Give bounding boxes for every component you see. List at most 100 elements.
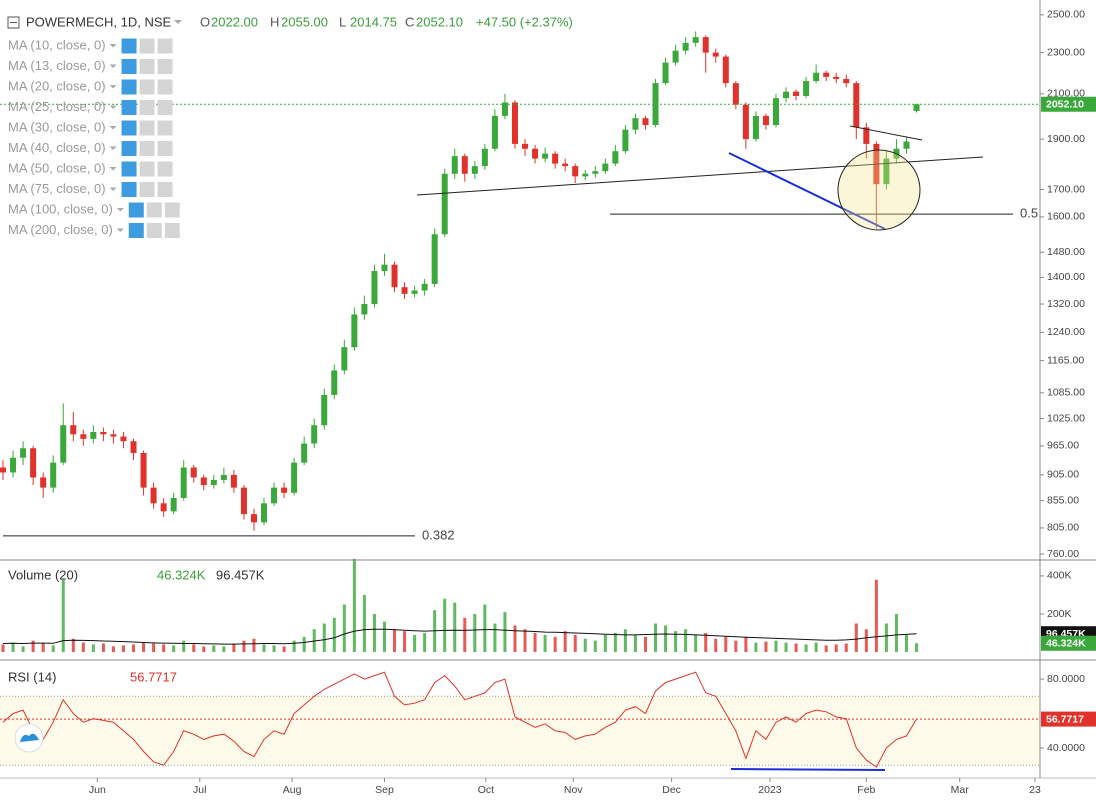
volume-bar xyxy=(302,636,306,653)
candle-body xyxy=(813,72,820,82)
settings-button[interactable] xyxy=(139,120,155,136)
x-tick-label: Aug xyxy=(283,784,302,796)
dropdown-caret xyxy=(109,126,117,130)
settings-button[interactable] xyxy=(146,223,162,238)
candle-body xyxy=(772,98,779,126)
ohlc-key: O xyxy=(200,14,210,29)
volume-bar xyxy=(41,643,45,653)
candle-body xyxy=(592,171,599,174)
collapse-icon[interactable] xyxy=(7,16,20,29)
dropdown-caret xyxy=(116,228,124,232)
ohlc-key: H xyxy=(270,14,279,29)
candle-body xyxy=(682,42,689,51)
remove-button[interactable] xyxy=(157,141,173,156)
remove-button[interactable] xyxy=(164,223,180,238)
volume-bar xyxy=(874,579,878,653)
volume-bar xyxy=(603,634,607,653)
volume-title: Volume (20) xyxy=(8,567,78,582)
level-label: 0.382 xyxy=(422,527,455,542)
volume-bar xyxy=(523,629,527,653)
remove-button[interactable] xyxy=(157,100,173,115)
dropdown-caret xyxy=(109,146,117,150)
settings-button[interactable] xyxy=(139,141,155,156)
candle-body xyxy=(271,487,278,504)
candle-body xyxy=(612,151,619,164)
volume-bar xyxy=(804,644,808,653)
candle-body xyxy=(50,462,57,488)
visibility-button[interactable] xyxy=(121,79,137,95)
settings-button[interactable] xyxy=(139,38,155,54)
settings-button[interactable] xyxy=(139,79,155,95)
y-tick-label: 1480.00 xyxy=(1047,246,1085,258)
level-label: 0.5 xyxy=(1020,206,1038,221)
volume-bar xyxy=(393,629,397,653)
settings-button[interactable] xyxy=(146,202,162,218)
candle-body xyxy=(833,76,840,79)
remove-button[interactable] xyxy=(157,182,173,197)
remove-button[interactable] xyxy=(157,59,173,74)
candle-body xyxy=(130,441,137,453)
visibility-button[interactable] xyxy=(121,161,137,177)
y-tick-label: 965.00 xyxy=(1047,440,1079,452)
remove-button[interactable] xyxy=(157,120,173,136)
value-box-label: 46.324K xyxy=(1046,638,1086,650)
settings-button[interactable] xyxy=(139,59,155,74)
settings-button[interactable] xyxy=(139,161,155,177)
visibility-button[interactable] xyxy=(128,223,144,238)
volume-bar xyxy=(282,646,286,653)
x-tick-label: 2023 xyxy=(758,784,782,796)
volume-bar xyxy=(121,645,125,653)
candle-body xyxy=(532,148,539,159)
candle-body xyxy=(722,56,729,84)
volume-value: 46.324K xyxy=(157,567,206,582)
remove-button[interactable] xyxy=(157,79,173,95)
settings-button[interactable] xyxy=(139,100,155,115)
y-tick-label: 760.00 xyxy=(1047,548,1079,560)
settings-button[interactable] xyxy=(139,182,155,197)
x-tick-label: Dec xyxy=(662,784,681,796)
visibility-button[interactable] xyxy=(121,120,137,136)
value-box xyxy=(1041,96,1096,112)
ohlc-value: 2014.75 xyxy=(350,14,397,29)
volume-bar xyxy=(463,617,467,653)
visibility-button[interactable] xyxy=(121,38,137,54)
candle-body xyxy=(250,514,257,523)
remove-button[interactable] xyxy=(164,202,180,218)
visibility-button[interactable] xyxy=(121,100,137,115)
volume-bar xyxy=(694,634,698,653)
candle-body xyxy=(291,462,298,493)
dropdown-caret[interactable] xyxy=(174,20,182,24)
volume-ma-line xyxy=(2,628,917,645)
y-tick-label: 855.00 xyxy=(1047,494,1079,506)
remove-button[interactable] xyxy=(157,38,173,54)
volume-bar xyxy=(824,645,828,653)
candle-body xyxy=(321,394,328,426)
candle-body xyxy=(220,474,227,480)
volume-bar xyxy=(814,642,818,653)
volume-bar xyxy=(262,644,266,653)
volume-bar xyxy=(81,642,85,653)
volume-bar xyxy=(362,594,366,653)
dropdown-caret xyxy=(116,208,124,212)
indicator-label: MA (10, close, 0) xyxy=(8,37,106,52)
candle-body xyxy=(783,91,790,99)
candle-body xyxy=(40,477,47,488)
volume-bar xyxy=(533,633,537,653)
volume-bar xyxy=(132,644,136,653)
visibility-button[interactable] xyxy=(121,59,137,74)
y-tick-label: 805.00 xyxy=(1047,522,1079,534)
candle-body xyxy=(552,153,559,164)
volume-bar xyxy=(764,641,768,653)
remove-button[interactable] xyxy=(157,161,173,177)
candle-body xyxy=(70,425,77,435)
volume-bar xyxy=(563,631,567,653)
candle-body xyxy=(361,304,368,315)
volume-bar xyxy=(202,646,206,653)
visibility-button[interactable] xyxy=(121,182,137,197)
candle-body xyxy=(803,81,810,96)
candle-body xyxy=(190,467,197,478)
visibility-button[interactable] xyxy=(128,202,144,218)
volume-bar xyxy=(443,598,447,653)
visibility-button[interactable] xyxy=(121,141,137,156)
